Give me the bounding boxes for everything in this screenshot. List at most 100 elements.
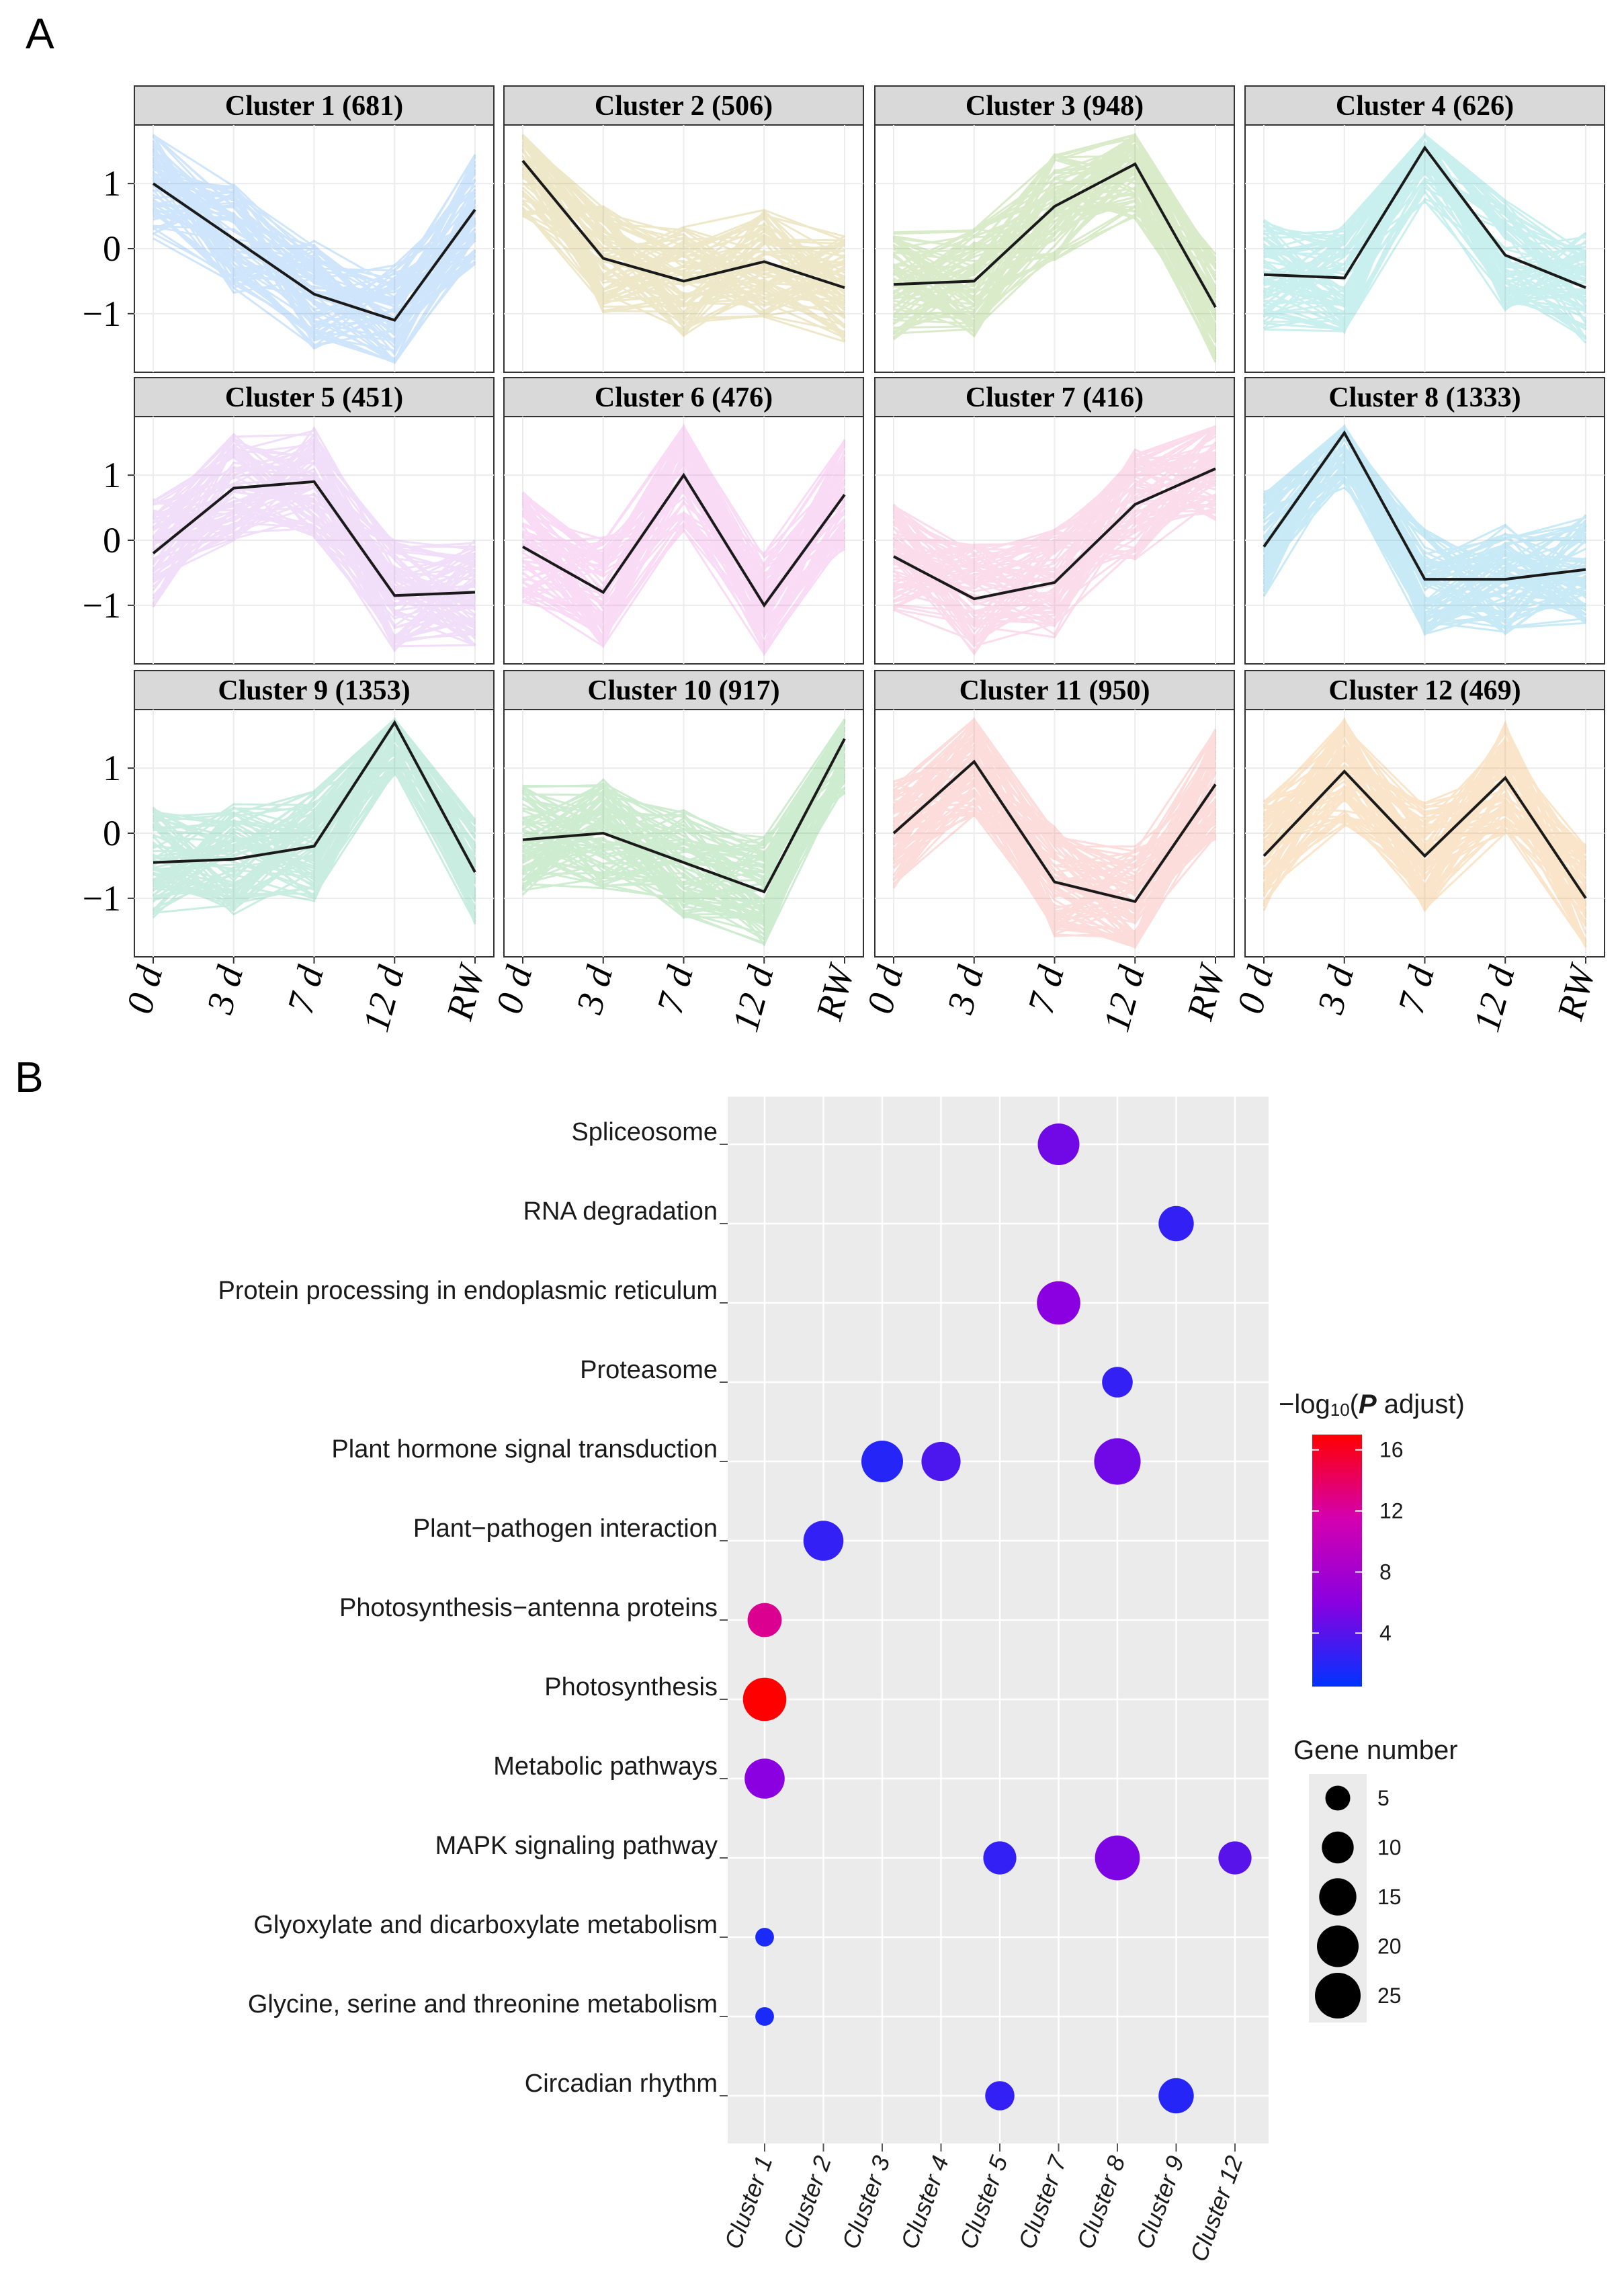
cluster-9-gene-trace: [152, 757, 476, 919]
cluster-4-gene-trace: [1263, 133, 1586, 292]
cluster-8-gene-trace: [1263, 465, 1586, 622]
cluster-12-gene-trace: [1263, 747, 1586, 894]
term-label-photosynthesis-antenna-proteins: Photosynthesis−antenna proteins: [339, 1594, 718, 1622]
term-label-photosynthesis: Photosynthesis: [544, 1673, 718, 1701]
cluster-7-gene-trace: [893, 435, 1216, 642]
cluster-11-gene-trace: [892, 769, 1217, 925]
cluster-7-gene-trace: [893, 507, 1216, 609]
cluster-3-gene-trace: [893, 155, 1217, 341]
cluster-1-gene-trace: [152, 171, 476, 305]
cluster-7-gene-trace: [892, 473, 1216, 643]
cluster-9-gene-trace: [153, 743, 476, 907]
cluster-6-gene-trace: [522, 501, 845, 622]
cluster-1-gene-trace: [153, 217, 476, 291]
cluster-9-gene-trace: [153, 718, 476, 871]
cluster-11-gene-trace: [893, 751, 1217, 937]
cluster-11-strip-label: Cluster 11 (950): [959, 675, 1150, 706]
cluster-12-gene-trace: [1263, 820, 1587, 905]
cluster-10-gene-trace: [522, 785, 845, 845]
cluster-2-gene-trace: [522, 206, 845, 325]
cluster-4-gene-trace: [1263, 132, 1586, 316]
cluster-4-gene-trace: [1263, 160, 1587, 314]
cluster-11-gene-trace: [892, 762, 1217, 897]
cluster-11-gene-trace: [893, 766, 1217, 949]
cluster-12-gene-trace: [1263, 732, 1587, 871]
y-tick-label: 0: [103, 813, 121, 853]
cluster-12-gene-trace: [1263, 794, 1587, 904]
cluster-11-gene-trace: [892, 724, 1216, 925]
cluster-10-gene-trace: [522, 776, 846, 902]
cluster-1-gene-traces: [152, 134, 476, 365]
cluster-12-gene-trace: [1263, 763, 1587, 902]
cluster-5-gene-trace: [152, 467, 476, 590]
cluster-3-gene-trace: [893, 132, 1217, 301]
cluster-7-gene-trace: [893, 425, 1216, 566]
cluster-6-gene-trace: [522, 444, 846, 595]
cluster-5-gene-trace: [153, 496, 476, 620]
cluster-10-strip: [503, 670, 864, 710]
cluster-11-gene-trace: [893, 733, 1217, 945]
cluster-8-gene-trace: [1263, 423, 1586, 608]
cluster-10-gene-trace: [522, 788, 845, 847]
cluster-1-gene-trace: [153, 194, 476, 330]
cluster-5-gene-trace: [153, 521, 476, 624]
cluster-8-gene-trace: [1263, 448, 1586, 630]
cluster-10-gene-trace: [522, 718, 846, 914]
cluster-3-gene-traces: [892, 132, 1217, 363]
cluster-10-gene-trace: [522, 775, 846, 922]
cluster-12-gene-trace: [1263, 756, 1587, 896]
cluster-7-gene-trace: [893, 453, 1216, 591]
cluster-2-gene-trace: [522, 211, 845, 338]
cluster-5-gene-trace: [153, 484, 476, 610]
cluster-1-gene-trace: [153, 179, 476, 300]
cluster-11-gene-trace: [893, 771, 1216, 874]
cluster-8-gene-trace: [1263, 434, 1587, 621]
cluster-3-gene-trace: [893, 169, 1217, 334]
cluster-5-gene-trace: [153, 461, 476, 637]
cluster-3-gene-trace: [893, 165, 1217, 339]
cluster-4-gene-trace: [1263, 200, 1586, 280]
cluster-1-gene-trace: [153, 178, 476, 300]
cluster-5-gene-trace: [152, 449, 476, 591]
cluster-9-gene-trace: [153, 769, 476, 923]
cluster-12-gene-trace: [1263, 722, 1587, 911]
cluster-6-gene-trace: [521, 425, 846, 645]
cluster-4-gene-trace: [1263, 132, 1587, 339]
cluster-3-gene-trace: [893, 167, 1217, 330]
cluster-1-gene-trace: [152, 140, 476, 346]
cluster-4-gene-trace: [1263, 132, 1586, 288]
cluster-2-gene-trace: [521, 134, 845, 307]
cluster-5-gene-trace: [153, 491, 476, 601]
cluster-3-gene-trace: [893, 204, 1217, 335]
cluster-4-gene-trace: [1263, 153, 1586, 313]
cluster-7-gene-trace: [892, 461, 1216, 653]
cluster-4-gene-trace: [1263, 132, 1586, 306]
cluster-4-gene-trace: [1263, 149, 1586, 331]
cluster-4-gene-trace: [1263, 132, 1586, 313]
cluster-4-gene-trace: [1263, 132, 1586, 306]
cluster-2-gene-trace: [521, 134, 845, 327]
cluster-7-gene-trace: [893, 456, 1216, 558]
cluster-10-gene-trace: [521, 718, 846, 932]
cluster-5-gene-trace: [153, 507, 476, 629]
cluster-12-gene-trace: [1263, 757, 1587, 947]
cluster-5-gene-trace: [153, 477, 476, 630]
cluster-7-gene-trace: [893, 505, 1216, 593]
cluster-5-gene-trace: [152, 445, 476, 605]
cluster-11-gene-trace: [892, 790, 1217, 923]
cluster-10-gene-trace: [522, 719, 846, 910]
cluster-6-gene-trace: [522, 513, 846, 638]
cluster-1-gene-trace: [153, 174, 476, 342]
cluster-10-gene-trace: [522, 779, 846, 896]
cluster-10-gene-trace: [522, 718, 846, 919]
cluster-3-gene-trace: [893, 133, 1217, 318]
cluster-6-gene-trace: [522, 423, 846, 655]
cluster-2-gene-trace: [521, 134, 845, 329]
cluster-6-gene-trace: [522, 443, 846, 650]
cluster-9-gene-trace: [153, 717, 476, 853]
cluster-6-gene-trace: [522, 445, 846, 637]
cluster-2-gene-trace: [521, 134, 845, 307]
cluster-6-gene-trace: [521, 439, 846, 641]
cluster-5-gene-trace: [153, 468, 476, 638]
cluster-1-gene-trace: [153, 154, 476, 289]
